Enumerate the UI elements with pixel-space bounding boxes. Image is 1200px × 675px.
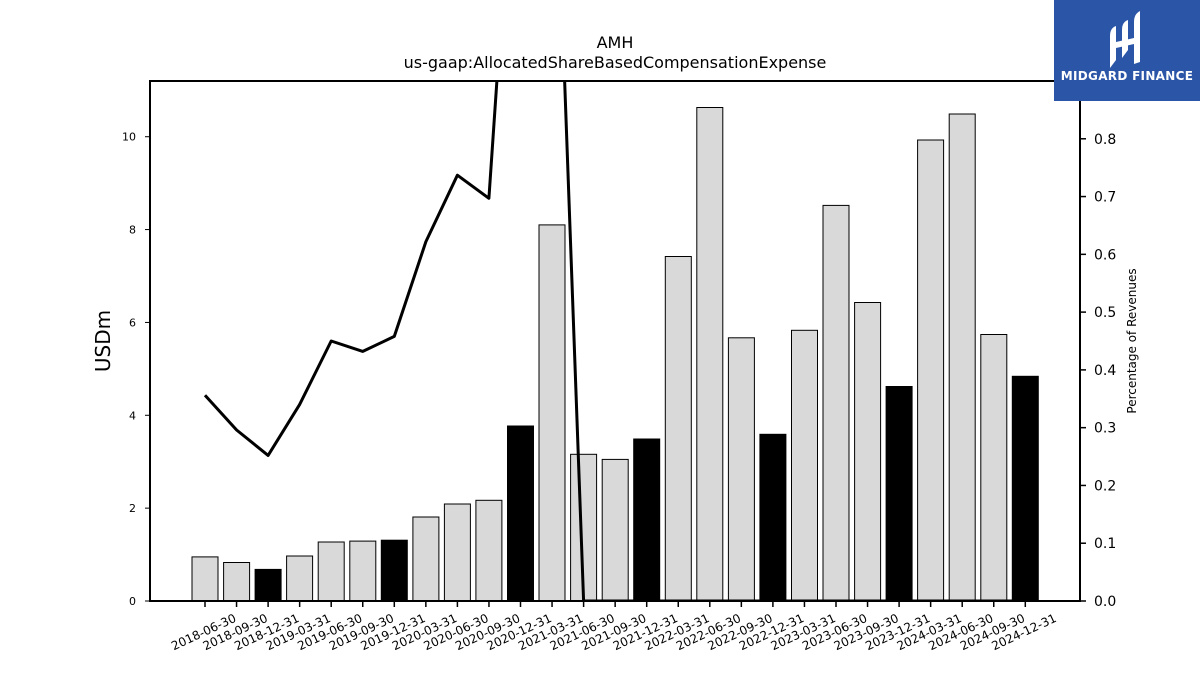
bar-2022-03-31: [664, 256, 692, 602]
x-axis: 2018-06-302018-09-302018-12-312019-03-31…: [169, 601, 1059, 653]
right-tick-label: 0.8: [1094, 132, 1116, 148]
left-tick-label: 2: [129, 502, 136, 515]
right-tick-label: 0.2: [1094, 478, 1116, 494]
bar-2020-12-31: [507, 425, 534, 602]
right-axis-label: Percentage of Revenues: [1125, 268, 1139, 413]
bar-2022-12-31: [759, 433, 787, 602]
left-tick-label: 6: [129, 316, 136, 329]
logo-mark-icon: [1110, 11, 1140, 68]
left-tick-label: 10: [122, 131, 136, 144]
bar-2020-03-31: [412, 516, 440, 602]
bar-2019-09-30: [349, 540, 377, 602]
bar-2020-06-30: [443, 503, 471, 602]
bar-2021-09-30: [601, 458, 629, 602]
left-axis-label: USDm: [91, 310, 115, 372]
bar-2023-12-31: [885, 386, 913, 602]
right-tick-label: 0.7: [1094, 190, 1116, 206]
bar-2020-09-30: [475, 499, 503, 602]
right-tick-label: 0.4: [1094, 363, 1116, 379]
right-y-axis: 0.0 0.1 0.2 0.3 0.4 0.5 0.6 0.7 0.8: [1080, 132, 1116, 610]
bar-2019-03-31: [286, 555, 314, 602]
bar-2019-06-30: [317, 541, 345, 602]
bar-2023-03-31: [791, 329, 818, 602]
bar-2019-12-31: [380, 539, 408, 602]
right-tick-label: 0.5: [1094, 305, 1116, 321]
ratio-line-series: [203, 81, 1026, 601]
left-tick-label: 4: [129, 409, 136, 422]
bar-2024-03-31: [917, 139, 945, 602]
chart-title: AMH: [597, 33, 634, 52]
bar-2024-12-31: [1011, 375, 1039, 602]
bar-2023-09-30: [854, 302, 882, 602]
bar-series: [191, 107, 1039, 602]
bar-2024-06-30: [948, 113, 976, 602]
ratio-line: [203, 81, 1026, 601]
left-y-axis: 0 2 4 6 8 10: [122, 131, 150, 608]
brand-logo: MIDGARD FINANCE: [1054, 0, 1200, 101]
bar-2024-09-30: [980, 334, 1008, 602]
right-tick-label: 0.0: [1094, 594, 1116, 610]
bar-2021-12-31: [633, 438, 661, 602]
bar-2022-09-30: [727, 337, 755, 602]
bar-2022-06-30: [696, 107, 724, 602]
bar-2018-09-30: [223, 562, 251, 602]
chart-subtitle: us-gaap:AllocatedShareBasedCompensationE…: [404, 53, 827, 72]
right-tick-label: 0.6: [1094, 247, 1116, 263]
right-tick-label: 0.3: [1094, 421, 1116, 437]
bar-2018-06-30: [191, 556, 219, 602]
right-tick-label: 0.1: [1094, 536, 1116, 552]
bar-2018-12-31: [254, 568, 282, 602]
left-tick-label: 0: [129, 595, 136, 608]
left-tick-label: 8: [129, 224, 136, 237]
bar-2021-03-31: [538, 224, 566, 602]
bar-2023-06-30: [822, 204, 850, 602]
brand-name: MIDGARD FINANCE: [1060, 69, 1194, 83]
